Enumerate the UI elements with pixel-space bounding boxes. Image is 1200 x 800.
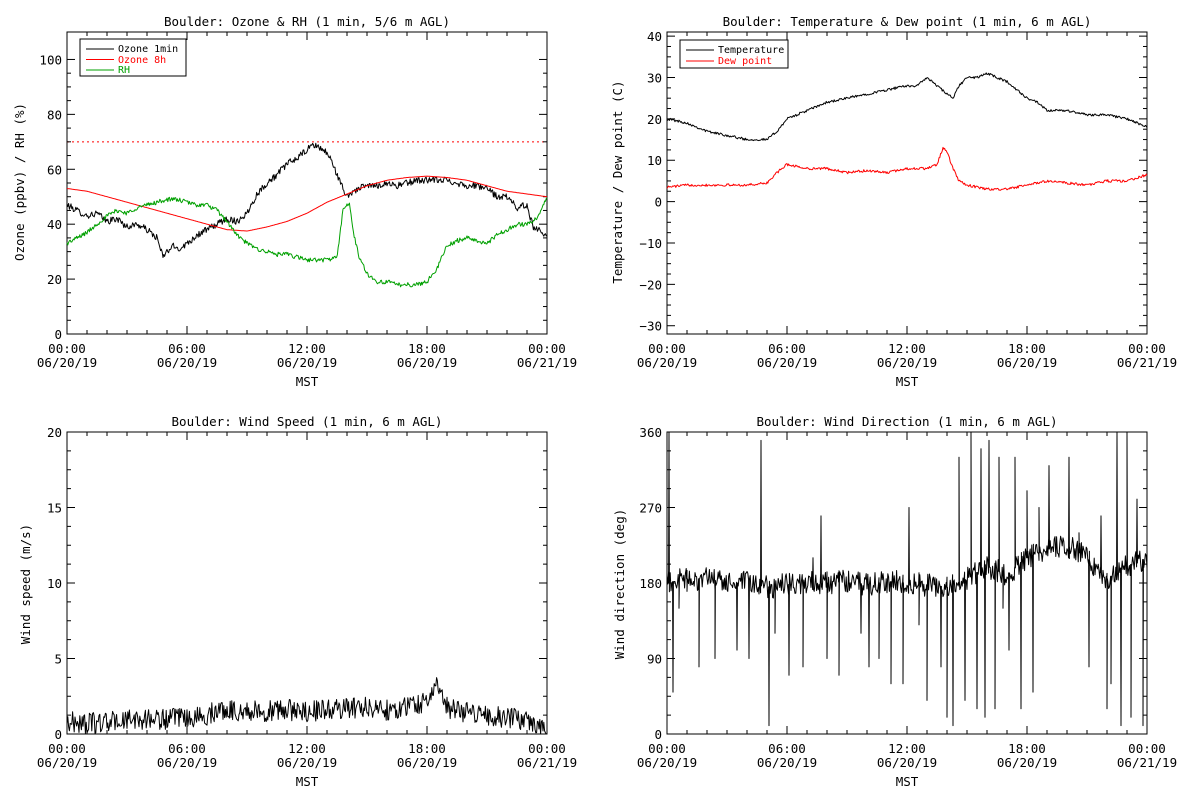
x-tick-time: 06:00 <box>168 341 206 356</box>
y-tick-label: −30 <box>639 319 662 334</box>
x-tick-date: 06/20/19 <box>397 355 457 370</box>
x-tick-time: 00:00 <box>1128 341 1166 356</box>
y-axis-label: Ozone (ppbv) / RH (%) <box>12 103 27 261</box>
x-tick-time: 18:00 <box>1008 341 1046 356</box>
x-tick-time: 00:00 <box>648 341 686 356</box>
x-axis-label: MST <box>896 374 919 389</box>
x-tick-date: 06/20/19 <box>757 755 817 770</box>
x-tick-time: 00:00 <box>528 341 566 356</box>
x-tick-date: 06/20/19 <box>997 355 1057 370</box>
x-axis-label: MST <box>296 774 319 789</box>
legend: Temperature Dew point <box>679 39 789 69</box>
x-tick-date: 06/20/19 <box>757 355 817 370</box>
x-tick-time: 06:00 <box>168 741 206 756</box>
x-tick-date: 06/20/19 <box>277 355 337 370</box>
x-tick-time: 06:00 <box>768 341 806 356</box>
y-tick-label: 20 <box>647 112 662 127</box>
legend-box <box>79 38 187 77</box>
x-tick-time: 12:00 <box>888 741 926 756</box>
y-tick-label: 30 <box>647 71 662 86</box>
wind-speed-panel: Boulder: Wind Speed (1 min, 6 m AGL) Win… <box>18 414 577 789</box>
x-tick-time: 12:00 <box>288 741 326 756</box>
y-tick-label: 15 <box>47 501 62 516</box>
series-line-wind-speed <box>66 677 547 735</box>
x-tick-date: 06/21/19 <box>1117 355 1177 370</box>
x-axis-label: MST <box>896 774 919 789</box>
panel-title: Boulder: Temperature & Dew point (1 min,… <box>723 14 1092 29</box>
y-tick-label: 180 <box>639 576 662 591</box>
y-tick-label: 10 <box>647 153 662 168</box>
x-tick-date: 06/20/19 <box>277 755 337 770</box>
y-tick-label: 0 <box>654 727 662 742</box>
x-tick-date: 06/20/19 <box>637 355 697 370</box>
x-tick-date: 06/21/19 <box>517 355 577 370</box>
y-axis-label: Wind direction (deg) <box>612 509 627 660</box>
y-axis-label: Wind speed (m/s) <box>18 524 33 644</box>
x-tick-time: 12:00 <box>288 341 326 356</box>
y-tick-label: 0 <box>654 195 662 210</box>
y-tick-label: 20 <box>47 425 62 440</box>
x-tick-time: 00:00 <box>648 741 686 756</box>
x-tick-date: 06/20/19 <box>37 355 97 370</box>
series-line-wind-direction <box>666 431 1148 727</box>
legend-label-dew-point: Dew point <box>718 56 772 67</box>
x-tick-time: 00:00 <box>48 741 86 756</box>
y-axis-label: Temperature / Dew point (C) <box>610 80 625 283</box>
y-tick-label: 20 <box>47 272 62 287</box>
x-tick-time: 12:00 <box>888 341 926 356</box>
x-tick-date: 06/20/19 <box>637 755 697 770</box>
x-axis-label: MST <box>296 374 319 389</box>
x-tick-date: 06/20/19 <box>157 355 217 370</box>
y-tick-label: 270 <box>639 501 662 516</box>
x-tick-time: 18:00 <box>408 741 446 756</box>
y-tick-label: 360 <box>639 425 662 440</box>
temperature-dewpoint-panel: Boulder: Temperature & Dew point (1 min,… <box>610 14 1177 389</box>
series-line-ozone-8h <box>66 175 548 232</box>
x-tick-time: 00:00 <box>48 341 86 356</box>
x-tick-date: 06/20/19 <box>997 755 1057 770</box>
series-line-temperature <box>666 72 1148 142</box>
y-tick-label: 60 <box>47 162 62 177</box>
y-tick-label: 80 <box>47 107 62 122</box>
legend: Ozone 1min Ozone 8h RH <box>79 38 187 77</box>
y-tick-label: 40 <box>47 217 62 232</box>
series-line-ozone-1min <box>66 142 548 258</box>
y-tick-label: −20 <box>639 277 662 292</box>
y-tick-label: −10 <box>639 236 662 251</box>
panel-title: Boulder: Ozone & RH (1 min, 5/6 m AGL) <box>164 14 450 29</box>
x-tick-date: 06/20/19 <box>397 755 457 770</box>
wind-direction-panel: Boulder: Wind Direction (1 min, 6 m AGL)… <box>612 414 1177 789</box>
plot-frame <box>66 431 548 735</box>
series-line-dew-point <box>666 146 1148 191</box>
series-line-rh <box>66 196 548 288</box>
legend-label-ozone-1min: Ozone 1min <box>118 44 178 55</box>
ozone-rh-panel: Boulder: Ozone & RH (1 min, 5/6 m AGL) O… <box>12 14 577 389</box>
legend-label-ozone-8h: Ozone 8h <box>118 55 166 66</box>
panel-title: Boulder: Wind Speed (1 min, 6 m AGL) <box>172 414 443 429</box>
x-tick-date: 06/20/19 <box>37 755 97 770</box>
y-tick-label: 5 <box>54 652 62 667</box>
legend-box <box>679 39 789 69</box>
y-tick-label: 100 <box>39 52 62 67</box>
x-tick-time: 06:00 <box>768 741 806 756</box>
y-tick-label: 0 <box>54 327 62 342</box>
x-tick-date: 06/20/19 <box>877 355 937 370</box>
x-tick-date: 06/20/19 <box>877 755 937 770</box>
x-tick-time: 18:00 <box>408 341 446 356</box>
x-tick-time: 00:00 <box>1128 741 1166 756</box>
x-tick-time: 00:00 <box>528 741 566 756</box>
y-tick-label: 10 <box>47 576 62 591</box>
x-tick-time: 18:00 <box>1008 741 1046 756</box>
y-tick-label: 90 <box>647 652 662 667</box>
legend-label-temperature: Temperature <box>718 45 784 56</box>
legend-label-rh: RH <box>118 65 130 76</box>
x-tick-date: 06/21/19 <box>1117 755 1177 770</box>
y-tick-label: 40 <box>647 29 662 44</box>
x-tick-date: 06/20/19 <box>157 755 217 770</box>
panel-title: Boulder: Wind Direction (1 min, 6 m AGL) <box>756 414 1057 429</box>
x-tick-date: 06/21/19 <box>517 755 577 770</box>
y-tick-label: 0 <box>54 727 62 742</box>
